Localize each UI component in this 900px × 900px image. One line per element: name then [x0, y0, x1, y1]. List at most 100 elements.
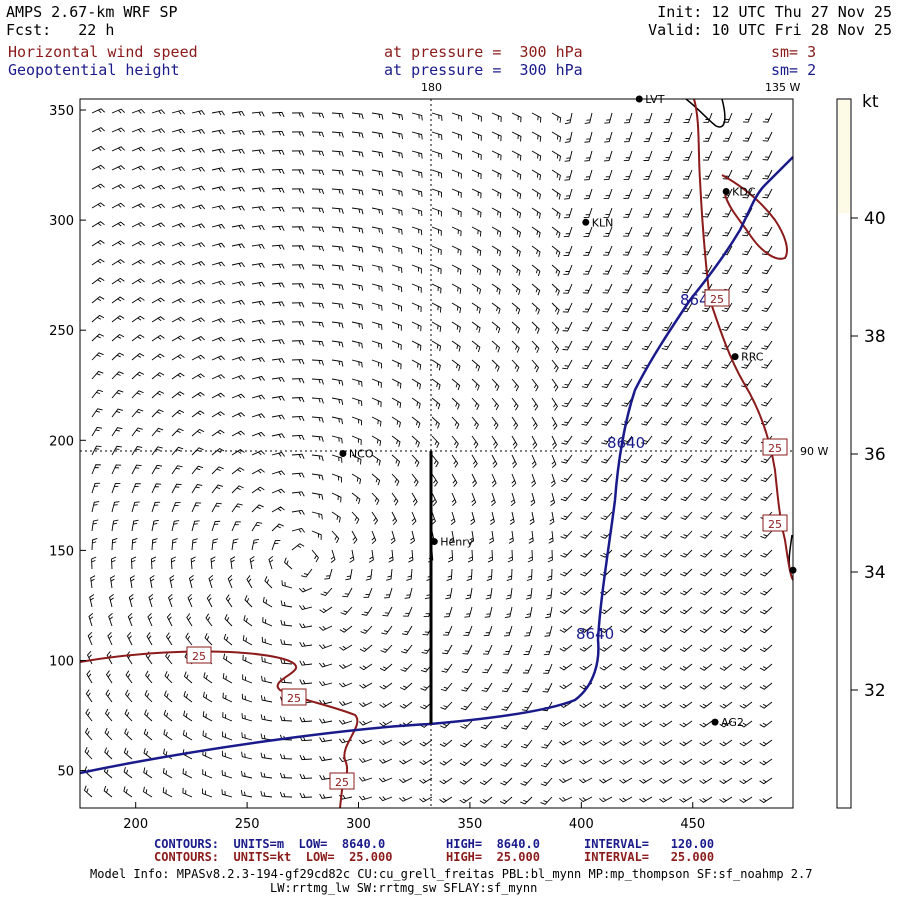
- wind-barb: [291, 112, 305, 118]
- footer-speed-high: HIGH= 25.000: [446, 850, 540, 864]
- wind-barb: [641, 416, 653, 426]
- wind-barb: [151, 483, 162, 494]
- wind-barb: [547, 549, 553, 563]
- wind-barb: [91, 408, 103, 418]
- wind-barb: [231, 148, 245, 154]
- wind-barb: [531, 378, 539, 392]
- wind-barb: [191, 185, 206, 191]
- wind-barb: [171, 279, 185, 285]
- wind-barb: [225, 594, 233, 608]
- wind-barb: [759, 720, 773, 728]
- wind-barb: [171, 391, 185, 399]
- wind-barb: [399, 758, 413, 765]
- height-label-3: 8640: [576, 625, 614, 643]
- station-label: Henry: [440, 536, 474, 549]
- wind-barb: [451, 169, 462, 179]
- wind-barb: [123, 786, 133, 798]
- wind-barb: [131, 259, 145, 266]
- wind-barb: [762, 112, 773, 123]
- wind-barb: [227, 574, 233, 589]
- wind-barb: [720, 530, 733, 539]
- wind-barb: [123, 766, 133, 779]
- wind-barb: [104, 747, 113, 760]
- wind-barb: [131, 390, 144, 399]
- wind-barb: [91, 164, 105, 171]
- wind-barb: [351, 340, 363, 349]
- speed-contour-west: [79, 650, 359, 809]
- y-tick-label: 350: [49, 104, 74, 119]
- wind-barb: [531, 245, 541, 257]
- wind-barb: [471, 264, 482, 276]
- wind-barb: [659, 644, 673, 652]
- wind-barb: [680, 587, 693, 596]
- wind-barb: [471, 416, 479, 430]
- wind-barb: [619, 758, 633, 765]
- wind-barb: [620, 511, 633, 520]
- wind-barb: [182, 729, 193, 741]
- wind-barb: [211, 242, 225, 248]
- wind-barb: [311, 188, 325, 195]
- wind-barb: [191, 391, 205, 399]
- wind-barb: [485, 587, 493, 600]
- wind-barb: [311, 378, 324, 385]
- wind-barb: [171, 147, 186, 153]
- wind-barb: [251, 319, 265, 325]
- wind-barb: [124, 709, 133, 722]
- colorbar-label: 40: [864, 209, 886, 229]
- wind-barb: [722, 207, 733, 218]
- svg-text:25: 25: [192, 650, 206, 663]
- wind-barb: [211, 280, 226, 286]
- wind-barb: [299, 641, 313, 647]
- wind-barb: [358, 758, 373, 763]
- wind-barb: [719, 606, 733, 615]
- wind-barb: [191, 223, 206, 229]
- wind-barb: [111, 389, 124, 399]
- wind-barb: [620, 473, 633, 483]
- wind-barb: [431, 340, 442, 352]
- wind-barb: [204, 633, 213, 646]
- wind-barb: [759, 701, 773, 709]
- wind-barb: [451, 188, 462, 198]
- wind-barb: [720, 549, 733, 558]
- wind-barb: [551, 359, 559, 373]
- wind-barb: [623, 150, 633, 162]
- wind-barb: [700, 435, 713, 445]
- wind-barb: [251, 521, 263, 532]
- wind-barb: [271, 339, 285, 345]
- wind-barb: [311, 207, 325, 214]
- wind-barb: [241, 770, 253, 779]
- wind-barb: [520, 796, 533, 805]
- wind-barb: [291, 340, 305, 346]
- wind-barb: [251, 225, 265, 231]
- wind-barb: [91, 482, 101, 494]
- wind-barb: [601, 359, 613, 370]
- wind-barb: [490, 492, 496, 507]
- wind-barb: [191, 410, 205, 418]
- speed-label-box: 25: [762, 514, 788, 532]
- wind-barb: [719, 720, 733, 728]
- wind-barb: [85, 708, 93, 722]
- wind-barb: [379, 663, 393, 672]
- wind-barb: [351, 359, 363, 368]
- wind-barb: [351, 131, 364, 139]
- wind-barb: [299, 792, 313, 798]
- wind-barb: [543, 663, 553, 674]
- wind-barb: [550, 492, 556, 506]
- wind-barb: [461, 663, 473, 674]
- wind-barb: [682, 245, 693, 256]
- footer-model-info-2: LW:rrtmg_lw SW:rrtmg_sw SFLAY:sf_mynn: [270, 881, 538, 895]
- wind-barb: [183, 671, 193, 684]
- wind-barb: [151, 501, 161, 513]
- wind-barb: [411, 340, 422, 351]
- wind-barb: [371, 188, 384, 196]
- wind-barb: [639, 739, 653, 747]
- wind-barb: [682, 207, 693, 218]
- wind-barb: [91, 426, 103, 437]
- wind-barb: [531, 435, 538, 449]
- wind-barb: [459, 777, 473, 785]
- wind-barb: [551, 321, 560, 334]
- wind-barb: [700, 511, 713, 520]
- wind-barb: [642, 245, 653, 256]
- svg-text:25: 25: [768, 442, 782, 455]
- wind-barb: [251, 357, 265, 363]
